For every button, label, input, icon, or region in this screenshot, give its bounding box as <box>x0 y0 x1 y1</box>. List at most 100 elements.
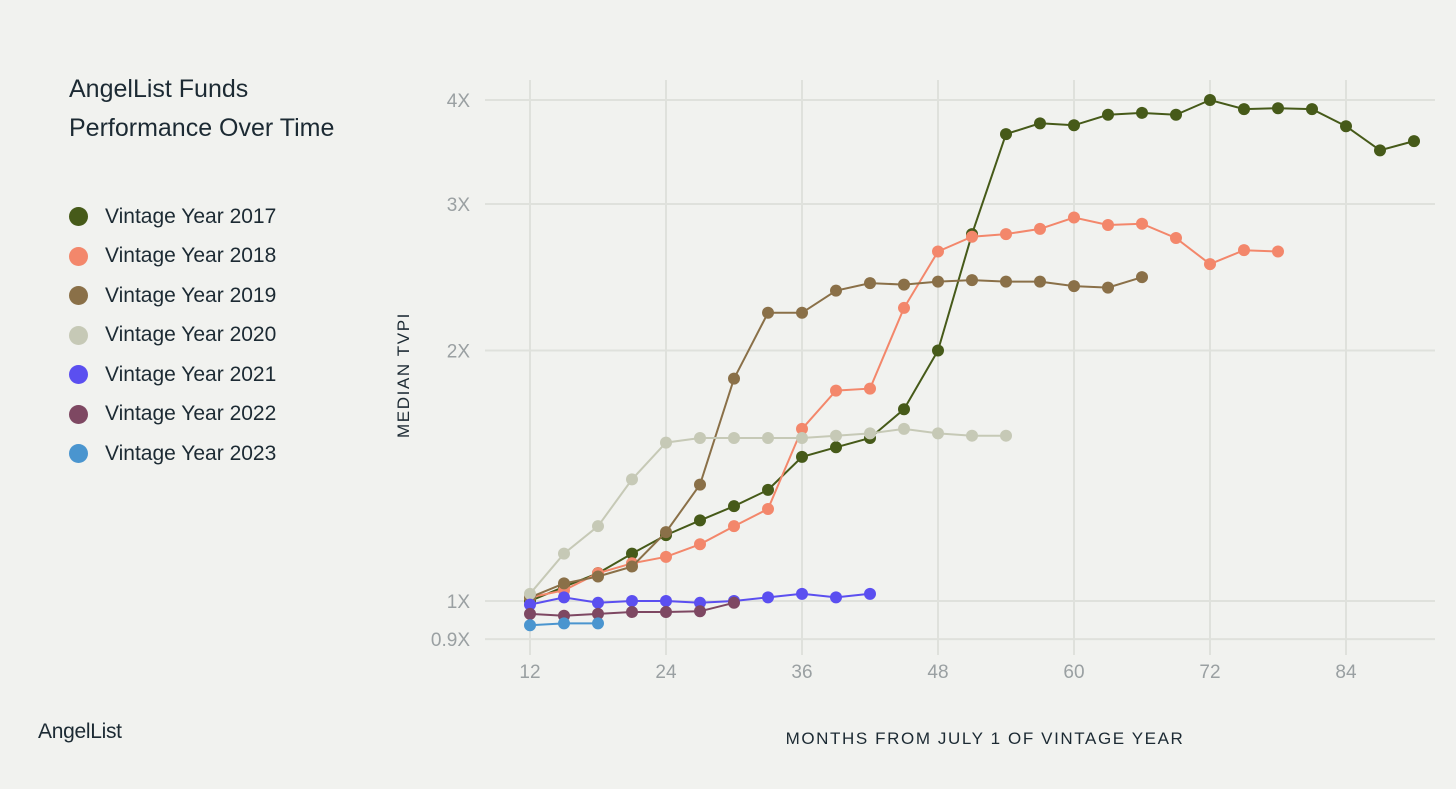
data-point <box>660 436 672 449</box>
data-point <box>728 520 740 533</box>
data-point <box>1306 103 1318 116</box>
data-point <box>830 441 842 454</box>
data-point <box>830 384 842 397</box>
data-point <box>592 570 604 583</box>
data-point <box>660 606 672 619</box>
data-point <box>1068 211 1080 224</box>
data-point <box>830 429 842 442</box>
data-point <box>1000 429 1012 442</box>
y-tick-label: 1X <box>447 592 471 613</box>
data-point <box>1272 102 1284 115</box>
data-point <box>898 403 910 416</box>
data-point <box>524 587 536 600</box>
y-tick-label: 0.9X <box>431 630 470 651</box>
data-point <box>660 526 672 539</box>
data-point <box>728 431 740 444</box>
data-point <box>1170 232 1182 245</box>
data-point <box>592 520 604 533</box>
legend-dot-2021 <box>69 365 88 385</box>
y-tick-label: 4X <box>447 91 471 112</box>
data-point <box>694 478 706 491</box>
data-point <box>1374 144 1386 157</box>
data-point <box>1136 217 1148 230</box>
legend-label-2022: Vintage Year 2022 <box>105 402 277 426</box>
data-point <box>592 607 604 620</box>
data-point <box>1068 119 1080 132</box>
data-point <box>932 427 944 440</box>
data-point <box>694 596 706 609</box>
data-point <box>524 619 536 632</box>
data-point <box>864 382 876 395</box>
data-point <box>932 245 944 258</box>
y-axis-title: MEDIAN TVPI <box>394 312 413 438</box>
data-point <box>558 617 570 630</box>
legend-label-2021: Vintage Year 2021 <box>105 362 277 386</box>
data-point <box>762 502 774 515</box>
x-tick-label: 60 <box>1063 662 1084 683</box>
data-point <box>694 538 706 551</box>
data-point <box>830 591 842 604</box>
data-point <box>728 500 740 513</box>
data-point <box>558 591 570 604</box>
legend-item-2021[interactable]: Vintage Year 2021 <box>69 355 276 395</box>
legend-item-2019[interactable]: Vintage Year 2019 <box>69 276 276 316</box>
data-point <box>796 306 808 319</box>
data-point <box>1068 280 1080 293</box>
data-point <box>694 514 706 527</box>
data-point <box>558 577 570 590</box>
legend-item-2023[interactable]: Vintage Year 2023 <box>69 434 276 474</box>
data-point <box>898 422 910 435</box>
legend-item-2022[interactable]: Vintage Year 2022 <box>69 395 276 435</box>
data-point <box>626 547 638 560</box>
data-point <box>1034 117 1046 130</box>
data-point <box>1000 128 1012 141</box>
legend-label-2020: Vintage Year 2020 <box>105 323 277 347</box>
data-point <box>1034 222 1046 235</box>
data-point <box>796 422 808 435</box>
legend-label-2018: Vintage Year 2018 <box>105 244 277 268</box>
data-point <box>626 606 638 619</box>
data-point <box>1340 120 1352 133</box>
legend-item-2020[interactable]: Vintage Year 2020 <box>69 316 276 356</box>
legend-dot-2019 <box>69 286 88 306</box>
data-point <box>864 587 876 600</box>
data-point <box>864 277 876 290</box>
data-point <box>1170 108 1182 121</box>
x-tick-label: 12 <box>519 662 540 683</box>
data-point <box>1102 281 1114 294</box>
y-tick-label: 3X <box>447 195 471 216</box>
legend-item-2018[interactable]: Vintage Year 2018 <box>69 237 276 277</box>
x-axis-title: MONTHS FROM JULY 1 OF VINTAGE YEAR <box>786 729 1185 748</box>
data-point <box>626 473 638 486</box>
data-point <box>728 372 740 385</box>
legend-label-2023: Vintage Year 2023 <box>105 441 277 465</box>
data-point <box>1136 106 1148 119</box>
data-point <box>796 431 808 444</box>
data-point <box>762 483 774 496</box>
data-point <box>592 617 604 630</box>
data-point <box>796 450 808 463</box>
legend-dot-2017 <box>69 207 88 227</box>
data-point <box>694 605 706 618</box>
data-point <box>626 560 638 573</box>
legend-dot-2020 <box>69 325 88 345</box>
data-point <box>728 596 740 609</box>
data-point <box>524 598 536 611</box>
x-tick-label: 24 <box>655 662 677 683</box>
data-point <box>1204 258 1216 271</box>
data-point <box>592 596 604 609</box>
data-point <box>694 431 706 444</box>
data-point <box>966 429 978 442</box>
data-point <box>898 278 910 291</box>
data-point <box>626 595 638 607</box>
legend-dot-2023 <box>69 444 88 464</box>
x-tick-label: 48 <box>927 662 948 683</box>
data-point <box>1136 271 1148 284</box>
data-point <box>1238 103 1250 116</box>
data-point <box>1408 135 1420 148</box>
legend-item-2017[interactable]: Vintage Year 2017 <box>69 197 276 237</box>
data-point <box>932 275 944 288</box>
data-point <box>524 607 536 620</box>
legend-dot-2022 <box>69 404 88 424</box>
